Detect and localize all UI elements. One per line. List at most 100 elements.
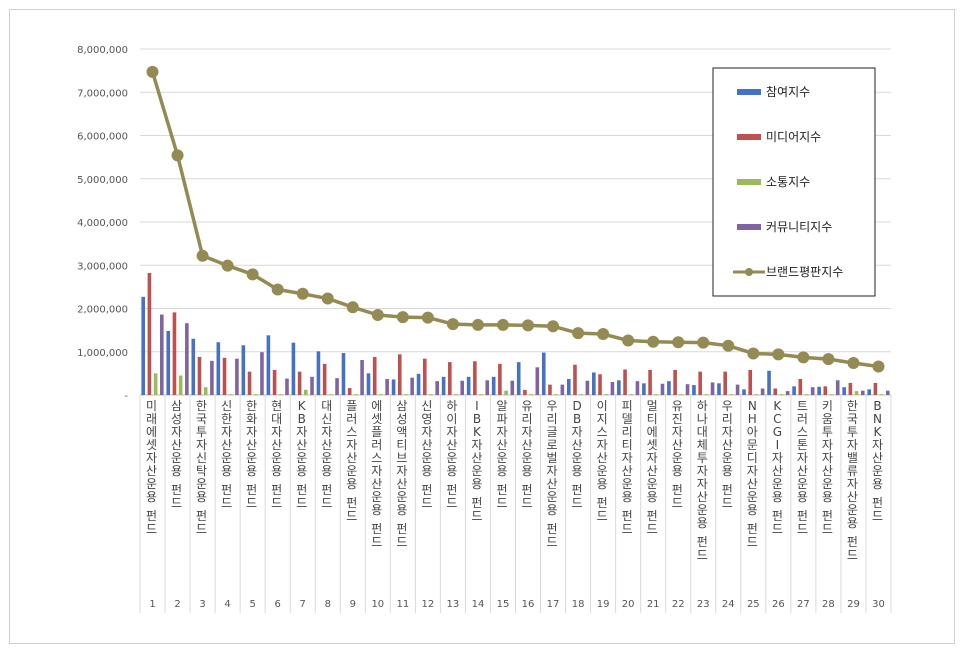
x-rank-label: 24 <box>722 599 735 610</box>
bar-소통지수 <box>879 394 884 395</box>
bar-커뮤니티지수 <box>560 384 565 395</box>
point-브랜드평판지수 <box>196 249 209 262</box>
point-브랜드평판지수 <box>797 351 810 364</box>
bar-참여지수 <box>516 362 521 395</box>
legend-label: 브랜드평판지수 <box>766 265 843 279</box>
legend-swatch <box>737 179 761 185</box>
x-rank-label: 11 <box>396 599 409 610</box>
bar-소통지수 <box>679 394 684 395</box>
bar-커뮤니티지수 <box>660 383 665 395</box>
bar-소통지수 <box>829 394 834 395</box>
bar-미디어지수 <box>673 369 677 395</box>
x-rank-label: 7 <box>300 599 306 610</box>
point-브랜드평판지수 <box>296 287 309 300</box>
bar-커뮤니티지수 <box>860 390 865 395</box>
bar-소통지수 <box>629 394 634 395</box>
bar-소통지수 <box>253 394 258 395</box>
x-rank-label: 3 <box>199 599 205 610</box>
point-브랜드평판지수 <box>346 301 359 314</box>
point-브랜드평판지수 <box>246 268 259 281</box>
bar-참여지수 <box>767 370 771 395</box>
bar-커뮤니티지수 <box>360 359 364 395</box>
x-rank-label: 4 <box>224 599 230 610</box>
point-브랜드평판지수 <box>647 335 660 348</box>
x-rank-label: 19 <box>597 599 610 610</box>
y-tick-label: 6,000,000 <box>77 132 128 143</box>
bar-참여지수 <box>842 387 846 395</box>
point-브랜드평판지수 <box>597 328 610 341</box>
bar-소통지수 <box>178 375 183 395</box>
bar-소통지수 <box>429 394 433 395</box>
bar-참여지수 <box>341 353 346 395</box>
bar-참여지수 <box>416 373 421 395</box>
bar-미디어지수 <box>848 382 853 395</box>
legend-label: 참여지수 <box>766 85 810 99</box>
bar-커뮤니티지수 <box>185 323 189 395</box>
point-브랜드평판지수 <box>321 292 334 305</box>
bar-참여지수 <box>141 296 146 395</box>
legend-swatch <box>737 134 761 140</box>
x-rank-label: 15 <box>497 599 510 610</box>
point-브랜드평판지수 <box>672 336 685 349</box>
point-브랜드평판지수 <box>822 353 835 366</box>
x-rank-label: 27 <box>797 599 810 610</box>
bar-커뮤니티지수 <box>610 382 615 395</box>
bar-미디어지수 <box>247 371 252 395</box>
bar-미디어지수 <box>222 357 227 395</box>
bar-미디어지수 <box>147 273 152 395</box>
bar-소통지수 <box>604 394 609 395</box>
bar-참여지수 <box>817 386 821 395</box>
legend-swatch <box>737 224 761 230</box>
bar-미디어지수 <box>272 369 277 395</box>
bar-소통지수 <box>504 390 508 395</box>
bar-커뮤니티지수 <box>785 391 790 395</box>
bar-미디어지수 <box>397 354 402 395</box>
bar-미디어지수 <box>748 369 753 395</box>
bar-커뮤니티지수 <box>635 381 640 395</box>
bar-소통지수 <box>278 394 283 395</box>
bar-커뮤니티지수 <box>810 387 815 395</box>
bar-소통지수 <box>304 389 308 395</box>
point-브랜드평판지수 <box>772 348 785 361</box>
bar-미디어지수 <box>773 388 778 395</box>
bar-커뮤니티지수 <box>410 377 414 395</box>
x-rank-label: 12 <box>422 599 435 610</box>
bar-참여지수 <box>867 389 871 395</box>
x-rank-label: 13 <box>447 599 460 610</box>
legend-label: 미디어지수 <box>766 130 821 144</box>
point-브랜드평판지수 <box>622 334 635 347</box>
x-rank-label: 2 <box>174 599 180 610</box>
x-rank-label: 20 <box>622 599 635 610</box>
x-rank-label: 10 <box>371 599 384 610</box>
x-rank-label: 30 <box>872 599 885 610</box>
bar-미디어지수 <box>347 388 352 395</box>
bar-소통지수 <box>153 373 158 395</box>
bar-참여지수 <box>541 352 546 395</box>
point-브랜드평판지수 <box>872 360 885 373</box>
bar-커뮤니티지수 <box>735 384 740 395</box>
bar-미디어지수 <box>648 369 652 395</box>
y-tick-label: - <box>124 391 128 402</box>
bar-소통지수 <box>228 394 233 395</box>
bar-미디어지수 <box>297 371 302 395</box>
y-tick-label: 7,000,000 <box>77 88 128 99</box>
bar-미디어지수 <box>197 356 202 395</box>
bar-미디어지수 <box>322 363 327 395</box>
bar-미디어지수 <box>698 371 702 395</box>
point-브랜드평판지수 <box>572 327 585 340</box>
bar-소통지수 <box>203 387 208 395</box>
